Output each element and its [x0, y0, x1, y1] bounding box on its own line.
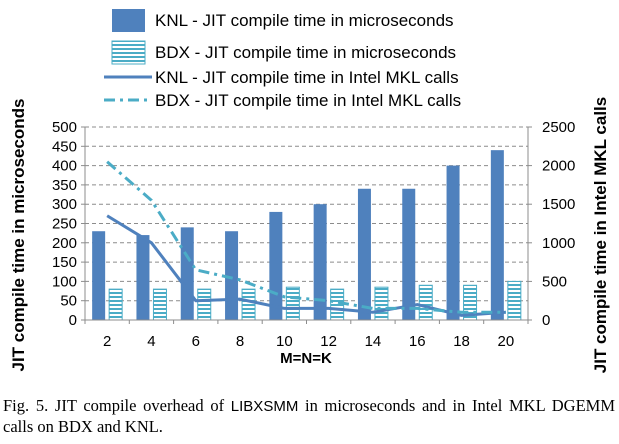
bar-bdx — [374, 286, 389, 321]
legend-label: KNL - JIT compile time in Intel MKL call… — [155, 68, 459, 87]
y2-axis-title: JIT compile time in Intel MKL calls — [591, 97, 610, 373]
y-axis-title: JIT compile time in microseconds — [9, 98, 28, 371]
bar-knl — [446, 165, 460, 320]
line-knl-mkl — [106, 214, 506, 317]
x-axis-title: M=N=K — [280, 350, 332, 367]
bar-knl — [269, 211, 283, 320]
x-tick-label: 6 — [192, 333, 200, 350]
x-tick-label: 8 — [236, 333, 244, 350]
legend-swatch-bar — [112, 9, 145, 32]
bar-bdx — [285, 286, 300, 321]
bar-knl — [136, 235, 150, 320]
figure-caption: Fig. 5. JIT compile overhead of LIBXSMM … — [3, 396, 615, 437]
x-tick-label: 10 — [276, 333, 293, 350]
x-tick-label: 4 — [147, 333, 155, 350]
y-tick-label: 450 — [52, 138, 77, 155]
bar-knl — [490, 150, 504, 320]
x-tick-label: 18 — [453, 333, 470, 350]
x-tick-label: 20 — [498, 333, 515, 350]
x-tick-label: 14 — [365, 333, 382, 350]
gridlines — [85, 126, 528, 302]
bar-bdx — [197, 288, 212, 321]
bar-knl — [92, 231, 106, 320]
y-tick-label: 100 — [52, 273, 77, 290]
y-tick-label: 200 — [52, 235, 77, 252]
y-tick-label: 350 — [52, 177, 77, 194]
x-tick-label: 12 — [320, 333, 337, 350]
bar-bdx — [108, 288, 123, 321]
y-tick-label: 0 — [69, 312, 77, 329]
legend-label: BDX - JIT compile time in microseconds — [155, 43, 456, 62]
bar-bdx — [418, 284, 433, 321]
bar-knl — [313, 204, 327, 320]
y-tick-label: 300 — [52, 196, 77, 213]
legend-label: KNL - JIT compile time in microseconds — [155, 11, 454, 30]
bar-bdx — [152, 288, 167, 321]
line-bdx-mkl — [106, 160, 506, 314]
bar-knl — [402, 188, 416, 320]
y-tick-label: 500 — [52, 119, 77, 136]
x-tick-label: 16 — [409, 333, 426, 350]
tick-labels: 0 50 100 150 200 250 300 350 400 450 500 0 500 1000 15… — [52, 119, 575, 350]
bar-bdx — [241, 288, 256, 321]
y-tick-label: 50 — [60, 293, 77, 310]
y2-tick-label: 2000 — [542, 158, 575, 175]
bar-bdx — [507, 280, 522, 321]
y2-tick-label: 1000 — [542, 235, 575, 252]
axes — [81, 126, 532, 324]
y2-tick-label: 0 — [542, 312, 550, 329]
bar-knl — [357, 188, 371, 320]
y2-tick-label: 500 — [542, 273, 567, 290]
x-tick-label: 2 — [103, 333, 111, 350]
legend: KNL - JIT compile time in microseconds BD… — [104, 9, 461, 110]
chart: KNL - JIT compile time in microseconds BD… — [9, 9, 610, 373]
y-tick-label: 250 — [52, 216, 77, 233]
caption-library: LIBXSMM — [230, 398, 299, 415]
caption-prefix: Fig. 5. JIT compile overhead of — [3, 396, 231, 415]
legend-label: BDX - JIT compile time in Intel MKL call… — [155, 91, 461, 110]
y-tick-label: 150 — [52, 254, 77, 271]
y-tick-label: 400 — [52, 158, 77, 175]
y2-tick-label: 2500 — [542, 119, 575, 136]
bar-bdx — [330, 288, 345, 321]
y2-tick-label: 1500 — [542, 196, 575, 213]
legend-swatch-striped-bar — [111, 40, 146, 65]
lines — [106, 160, 506, 317]
caption-suffix: in microseconds and in Intel MKL DGEMM c… — [3, 396, 615, 436]
bars — [92, 150, 522, 321]
bar-knl — [225, 231, 239, 320]
bar-knl — [180, 227, 194, 320]
